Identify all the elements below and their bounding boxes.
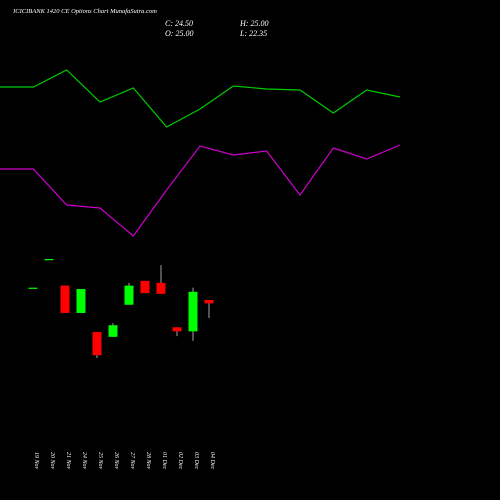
x-tick-label: 04 Dec [209,452,216,469]
x-tick-label: 19 Nov [33,452,39,470]
open-label: O: 25.00 [165,29,193,38]
x-tick-label: 26 Nov [113,452,119,470]
indicator-line [0,69,401,128]
low-label: L: 22.35 [239,29,267,38]
x-tick-label: 01 Dec [161,452,167,469]
candle-body [188,291,198,332]
candle-body [108,325,118,337]
close-label: C: 24.50 [165,19,193,28]
x-tick-label: 21 Nov [65,452,71,470]
candle-body [92,332,102,356]
x-tick-label: 03 Dec [193,452,199,469]
indicator-line [0,144,401,237]
candle-body [60,285,70,313]
x-tick-label: 24 Nov [81,452,88,470]
x-tick-label: 25 Nov [97,452,103,470]
candle-body [76,289,86,313]
x-tick-label: 02 Dec [177,452,183,469]
x-tick-label: 27 Nov [129,452,135,470]
x-tick-label: 28 Nov [145,452,151,470]
high-label: H: 25.00 [239,19,268,28]
candle-body [124,285,134,305]
candle-body [140,280,150,294]
candle-body [44,259,54,261]
candle-body [28,287,38,289]
candle-body [204,299,214,304]
chart-title: ICICIBANK 1420 CE Options Chart MunafaSu… [12,8,157,15]
candle-body [172,327,182,332]
x-tick-label: 20 Nov [49,452,55,470]
candle-body [156,282,166,294]
